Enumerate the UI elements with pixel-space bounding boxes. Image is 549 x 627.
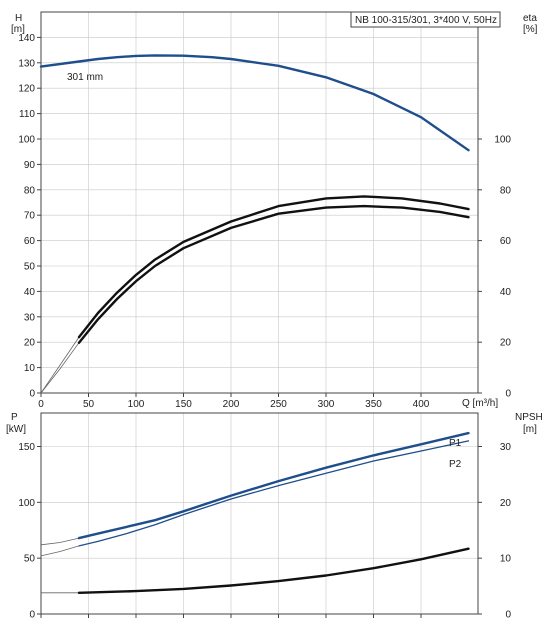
head-y-tick-label-left: 130 xyxy=(18,58,35,69)
power-chart-frame xyxy=(40,412,479,615)
npsh-axis-unit: [m] xyxy=(523,424,537,435)
x-tick-label: 300 xyxy=(318,399,335,410)
power-y-tick-label-left: 50 xyxy=(24,554,36,565)
legend-p1: P1 xyxy=(449,438,462,449)
head-y-tick-label-right: 20 xyxy=(500,338,512,349)
head-y-tick-label-left: 60 xyxy=(24,236,36,247)
head-axis-label: H xyxy=(15,13,22,24)
impeller-diameter-annotation: 301 mm xyxy=(67,72,103,83)
head-efficiency-chart: NB 100-315/301, 3*400 V, 50Hz H [m] eta … xyxy=(11,11,538,410)
x-tick-label: 250 xyxy=(270,399,287,410)
head-axis-unit: [m] xyxy=(11,24,25,35)
head-y-tick-label-left: 0 xyxy=(29,389,35,400)
x-tick-label: 350 xyxy=(365,399,382,410)
power-y-tick-label-right: 20 xyxy=(500,498,512,509)
x-tick-label: 200 xyxy=(223,399,240,410)
x-tick-label: 400 xyxy=(413,399,430,410)
head-y-tick-label-left: 30 xyxy=(24,312,36,323)
x-tick-label: 50 xyxy=(83,399,95,410)
head-y-tick-label-left: 100 xyxy=(18,135,35,146)
head-right-axis-curve xyxy=(77,195,470,339)
power-extension-line xyxy=(40,545,80,557)
power-axis-unit: [kW] xyxy=(6,424,26,435)
power-chart-ticks: 0 50 100 150 0 10 20 30 xyxy=(18,442,511,621)
p1-curve xyxy=(77,431,470,540)
head-y-tick-label-left: 50 xyxy=(24,262,36,273)
head-y-tick-label-left: 40 xyxy=(24,287,36,298)
chart-title: NB 100-315/301, 3*400 V, 50Hz xyxy=(355,15,497,26)
power-y-tick-label-left: 100 xyxy=(18,498,35,509)
power-extension-line xyxy=(40,537,80,546)
head-y-tick-label-right: 0 xyxy=(505,389,511,400)
power-y-tick-label-right: 10 xyxy=(500,554,512,565)
efficiency-axis-unit: [%] xyxy=(523,24,538,35)
chart-title-box: NB 100-315/301, 3*400 V, 50Hz xyxy=(350,11,501,28)
head-right-axis-curve xyxy=(77,204,470,344)
head-chart-curves xyxy=(39,54,470,394)
p2-curve xyxy=(78,440,470,547)
head-chart-grid xyxy=(40,12,478,394)
head-y-tick-label-left: 10 xyxy=(24,363,36,374)
power-y-tick-label-left: 0 xyxy=(29,610,35,621)
efficiency-axis-label: eta xyxy=(523,13,537,24)
head-y-tick-label-right: 40 xyxy=(500,287,512,298)
power-chart-curves xyxy=(40,431,470,594)
x-tick-label: 0 xyxy=(38,399,44,410)
head-y-tick-label-left: 80 xyxy=(24,185,36,196)
x-tick-label: 150 xyxy=(175,399,192,410)
head-extension-line xyxy=(40,342,80,394)
head-y-tick-label-left: 120 xyxy=(18,84,35,95)
head-y-tick-label-right: 100 xyxy=(494,135,511,146)
power-right-axis-curve xyxy=(77,547,470,594)
power-y-tick-label-left: 150 xyxy=(18,442,35,453)
head-curve xyxy=(39,54,470,152)
head-y-tick-label-left: 20 xyxy=(24,338,36,349)
head-y-tick-label-left: 90 xyxy=(24,160,36,171)
power-y-tick-label-right: 0 xyxy=(505,610,511,621)
head-chart-ticks: 0 50 100 150 200 250 300 350 4000102030405060708… xyxy=(18,33,511,410)
flow-axis-label: Q [m³/h] xyxy=(462,398,498,409)
power-y-tick-label-right: 30 xyxy=(500,442,512,453)
head-y-tick-label-left: 140 xyxy=(18,33,35,44)
npsh-axis-label: NPSH xyxy=(515,412,543,423)
head-y-tick-label-left: 70 xyxy=(24,211,36,222)
head-y-tick-label-left: 110 xyxy=(19,109,35,120)
head-y-tick-label-right: 60 xyxy=(500,236,512,247)
head-chart-frame xyxy=(40,11,479,394)
power-npsh-chart: P [kW] NPSH [m] 0 50 100 150 0 10 20 30 P1 P2 xyxy=(6,412,543,621)
power-axis-label: P xyxy=(11,412,18,423)
legend-p2: P2 xyxy=(449,459,462,470)
head-extension-line xyxy=(40,336,80,394)
head-y-tick-label-right: 80 xyxy=(500,185,512,196)
x-tick-label: 100 xyxy=(128,399,145,410)
